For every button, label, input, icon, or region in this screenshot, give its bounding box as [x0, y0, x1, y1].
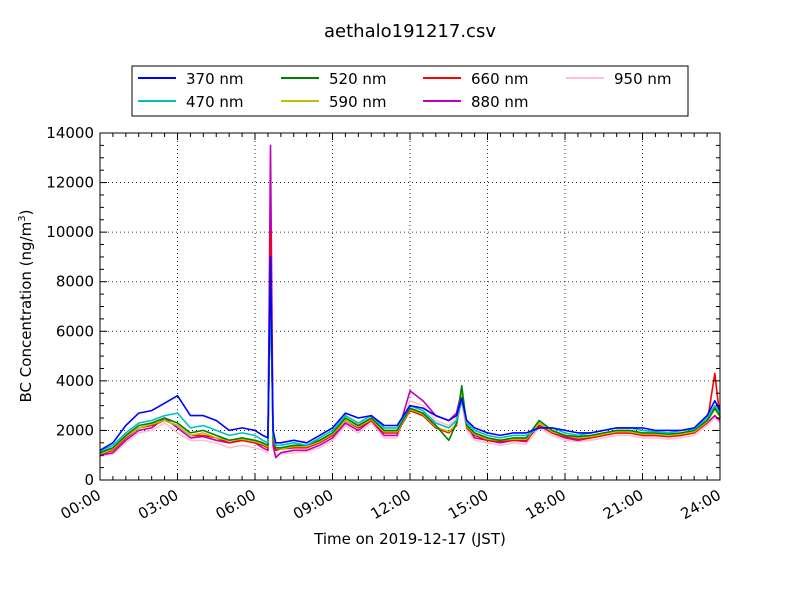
x-tick-label: 12:00 — [368, 486, 414, 523]
series-line-520-nm — [99, 280, 721, 454]
x-tick-labels: 00:00 03:00 06:00 09:00 12:00 15:00 18:00 21:00… — [58, 486, 724, 523]
plot-lines — [99, 144, 721, 459]
x-axis-label: Time on 2019-12-17 (JST) — [313, 530, 506, 548]
y-tick-label: 12000 — [46, 174, 94, 192]
x-tick-label: 03:00 — [135, 486, 181, 523]
x-tick-label: 21:00 — [600, 486, 646, 523]
y-tick-label: 2000 — [56, 421, 94, 439]
y-axis-label-text: BC Concentration (ng/m — [17, 222, 35, 403]
x-tick-label: 15:00 — [445, 486, 491, 523]
y-axis-label-superscript: 3 — [17, 215, 28, 221]
legend: 370 nm 470 nm 520 nm 590 nm 660 nm 880 nm 950 … — [131, 65, 689, 117]
series-line-370-nm — [99, 256, 721, 451]
axis-ticks — [99, 132, 721, 481]
legend-label: 370 nm — [186, 70, 244, 88]
chart-title: aethalo191217.csv — [324, 21, 496, 42]
x-tick-label: 24:00 — [678, 486, 724, 523]
y-axis-label-close: ) — [17, 210, 35, 216]
y-tick-label: 14000 — [46, 124, 94, 142]
x-tick-label: 09:00 — [290, 486, 336, 523]
y-tick-label: 6000 — [56, 322, 94, 340]
series-line-470-nm — [99, 280, 721, 453]
legend-label: 950 nm — [614, 70, 672, 88]
legend-frame — [131, 65, 689, 117]
x-tick-label: 18:00 — [523, 486, 569, 523]
y-tick-label: 8000 — [56, 273, 94, 291]
legend-label: 590 nm — [329, 93, 387, 111]
x-tick-label: 06:00 — [213, 486, 259, 523]
x-tick-label: 00:00 — [58, 486, 104, 523]
legend-label: 660 nm — [471, 70, 529, 88]
y-tick-label: 0 — [84, 471, 94, 489]
y-tick-label: 10000 — [46, 223, 94, 241]
legend-label: 520 nm — [329, 70, 387, 88]
y-tick-label: 4000 — [56, 372, 94, 390]
legend-label: 470 nm — [186, 93, 244, 111]
y-axis-label: BC Concentration (ng/m3) — [17, 210, 35, 403]
y-tick-labels: 0 2000 4000 6000 8000 10000 12000 14000 — [46, 124, 94, 489]
legend-label: 880 nm — [471, 93, 529, 111]
